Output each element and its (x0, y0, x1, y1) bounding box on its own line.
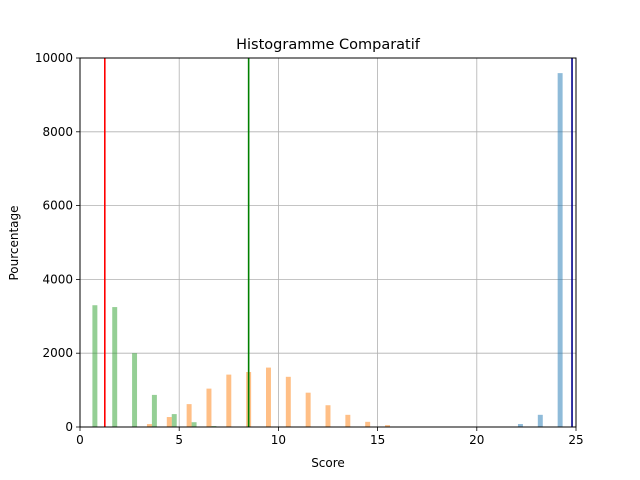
histogram-bar-series-2 (186, 404, 192, 427)
x-tick-label: 15 (370, 433, 385, 447)
histogram-bar-series-1 (191, 422, 197, 427)
histogram-bar-series-1 (171, 414, 177, 427)
x-tick-label: 5 (175, 433, 183, 447)
axis-ticks: 0 5 10 15 20 25 0 2000 4000 6000 8000 10000 (35, 51, 584, 447)
histogram-bar-series-1 (132, 353, 138, 427)
grid (79, 57, 577, 428)
histogram-bar-series-1 (92, 305, 98, 427)
x-axis-label: Score (311, 456, 345, 470)
histogram-bar-series-3 (557, 73, 563, 427)
y-tick-label: 2000 (42, 346, 73, 360)
histogram-bar-series-3 (537, 414, 543, 427)
histogram-bar-series-2 (385, 425, 390, 427)
x-tick-label: 10 (271, 433, 286, 447)
y-tick-label: 6000 (42, 199, 73, 213)
histogram-bar-series-2 (325, 405, 331, 427)
histogram-bar-series-1 (151, 394, 157, 427)
histogram-bar-series-2 (146, 424, 152, 427)
plot-frame (79, 57, 577, 428)
chart-title: Histogramme Comparatif (236, 37, 421, 53)
x-tick-label: 25 (568, 433, 583, 447)
histogram-bar-series-3 (517, 424, 523, 427)
x-tick-label: 20 (469, 433, 484, 447)
x-tick-label: 0 (76, 433, 84, 447)
histogram-bar-series-2 (305, 392, 311, 427)
histogram-bar-series-2 (266, 367, 271, 427)
y-tick-label: 10000 (35, 51, 73, 65)
histogram-bar-series-2 (345, 414, 351, 427)
histogram-bar-series-2 (226, 374, 232, 427)
reference-lines (104, 58, 573, 427)
y-axis-label: Pourcentage (7, 205, 21, 280)
bars (92, 73, 563, 427)
y-tick-label: 4000 (42, 272, 73, 286)
histogram-bar-series-2 (285, 376, 291, 427)
y-tick-label: 0 (65, 420, 73, 434)
y-tick-label: 8000 (42, 125, 73, 139)
histogram-bar-series-2 (365, 421, 371, 427)
histogram-bar-series-2 (166, 417, 172, 427)
histogram-bar-series-2 (206, 388, 212, 427)
histogram-bar-series-1 (112, 307, 118, 427)
